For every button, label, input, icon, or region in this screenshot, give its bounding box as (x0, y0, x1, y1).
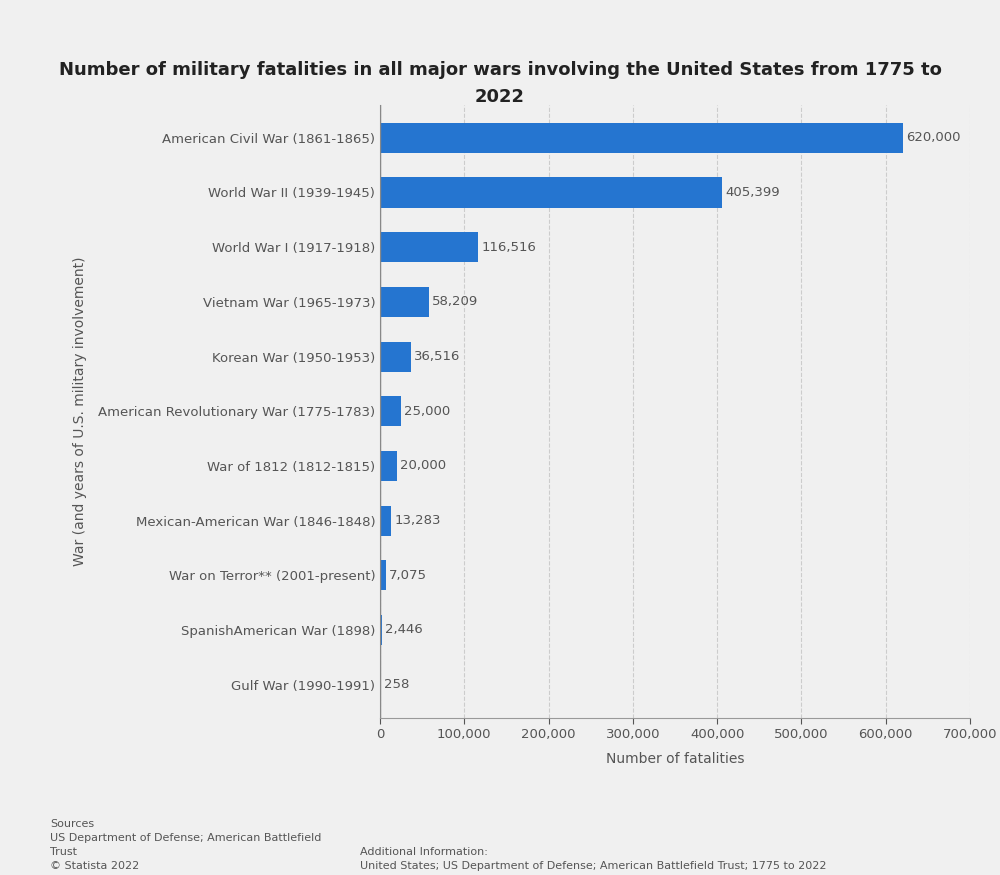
Bar (380, 341, 411, 372)
Text: 116,516: 116,516 (482, 241, 536, 254)
Text: 7,075: 7,075 (389, 569, 427, 582)
Text: 258: 258 (384, 678, 409, 691)
Bar (380, 451, 397, 481)
Text: 620,000: 620,000 (906, 131, 960, 144)
Bar (380, 178, 722, 207)
Bar (380, 396, 401, 426)
Bar (380, 615, 382, 645)
Bar (380, 560, 386, 591)
Text: Additional Information:
United States; US Department of Defense; American Battle: Additional Information: United States; U… (360, 847, 826, 871)
Text: 13,283: 13,283 (395, 514, 441, 527)
Text: 36,516: 36,516 (414, 350, 461, 363)
Text: 405,399: 405,399 (725, 186, 780, 199)
Bar (380, 287, 429, 317)
Y-axis label: War (and years of U.S. military involvement): War (and years of U.S. military involvem… (73, 256, 87, 566)
Text: 20,000: 20,000 (400, 459, 446, 472)
Text: 58,209: 58,209 (432, 296, 479, 308)
Bar (380, 232, 478, 262)
Text: 2,446: 2,446 (385, 624, 423, 636)
Bar (380, 506, 391, 536)
X-axis label: Number of fatalities: Number of fatalities (606, 752, 744, 766)
Bar (380, 123, 903, 153)
Text: Number of military fatalities in all major wars involving the United States from: Number of military fatalities in all maj… (59, 61, 941, 106)
Text: Sources
US Department of Defense; American Battlefield
Trust
© Statista 2022: Sources US Department of Defense; Americ… (50, 819, 321, 871)
Text: 25,000: 25,000 (404, 405, 451, 417)
